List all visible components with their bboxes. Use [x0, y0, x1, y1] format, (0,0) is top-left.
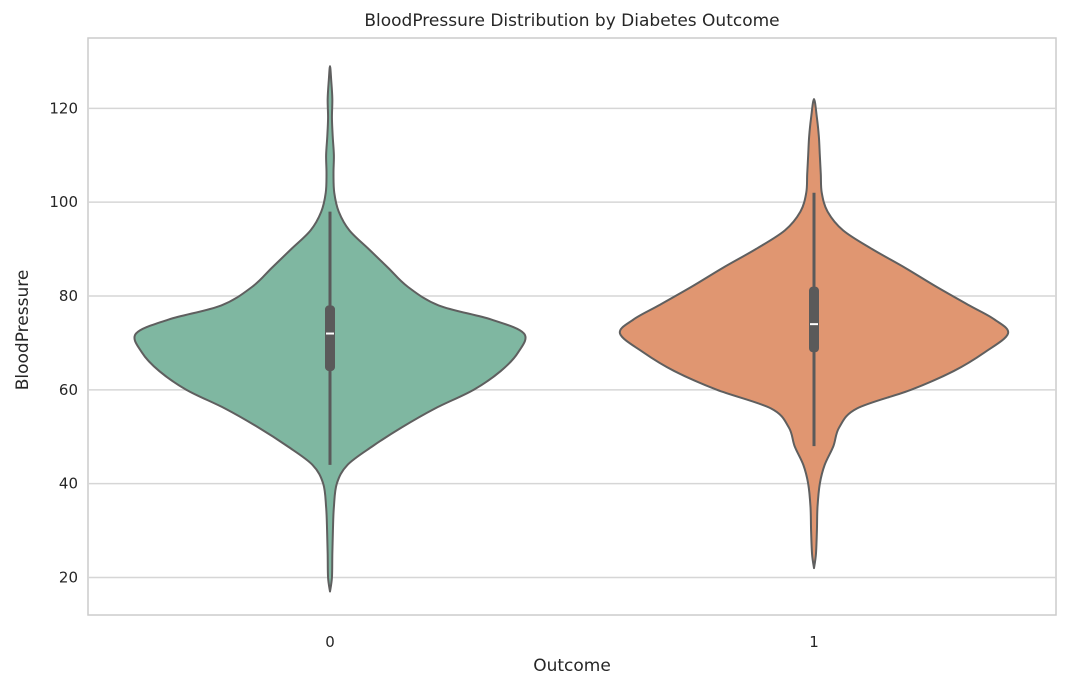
iqr-box-0 — [325, 305, 335, 372]
chart-title: BloodPressure Distribution by Diabetes O… — [364, 11, 779, 31]
violins — [133, 65, 1010, 593]
y-tick-label: 60 — [59, 381, 78, 399]
x-tick-label: 1 — [809, 633, 819, 651]
y-tick-label: 20 — [59, 568, 78, 586]
y-tick-label: 120 — [49, 99, 78, 117]
y-axis-label: BloodPressure — [13, 270, 33, 391]
y-tick-label: 100 — [49, 193, 78, 211]
iqr-box-1 — [809, 286, 819, 353]
y-axis-ticks: 20 40 60 80 100 120 — [49, 99, 78, 586]
y-tick-label: 40 — [59, 475, 78, 493]
x-tick-label: 0 — [325, 633, 335, 651]
y-tick-label: 80 — [59, 287, 78, 305]
x-axis-label: Outcome — [533, 656, 611, 676]
